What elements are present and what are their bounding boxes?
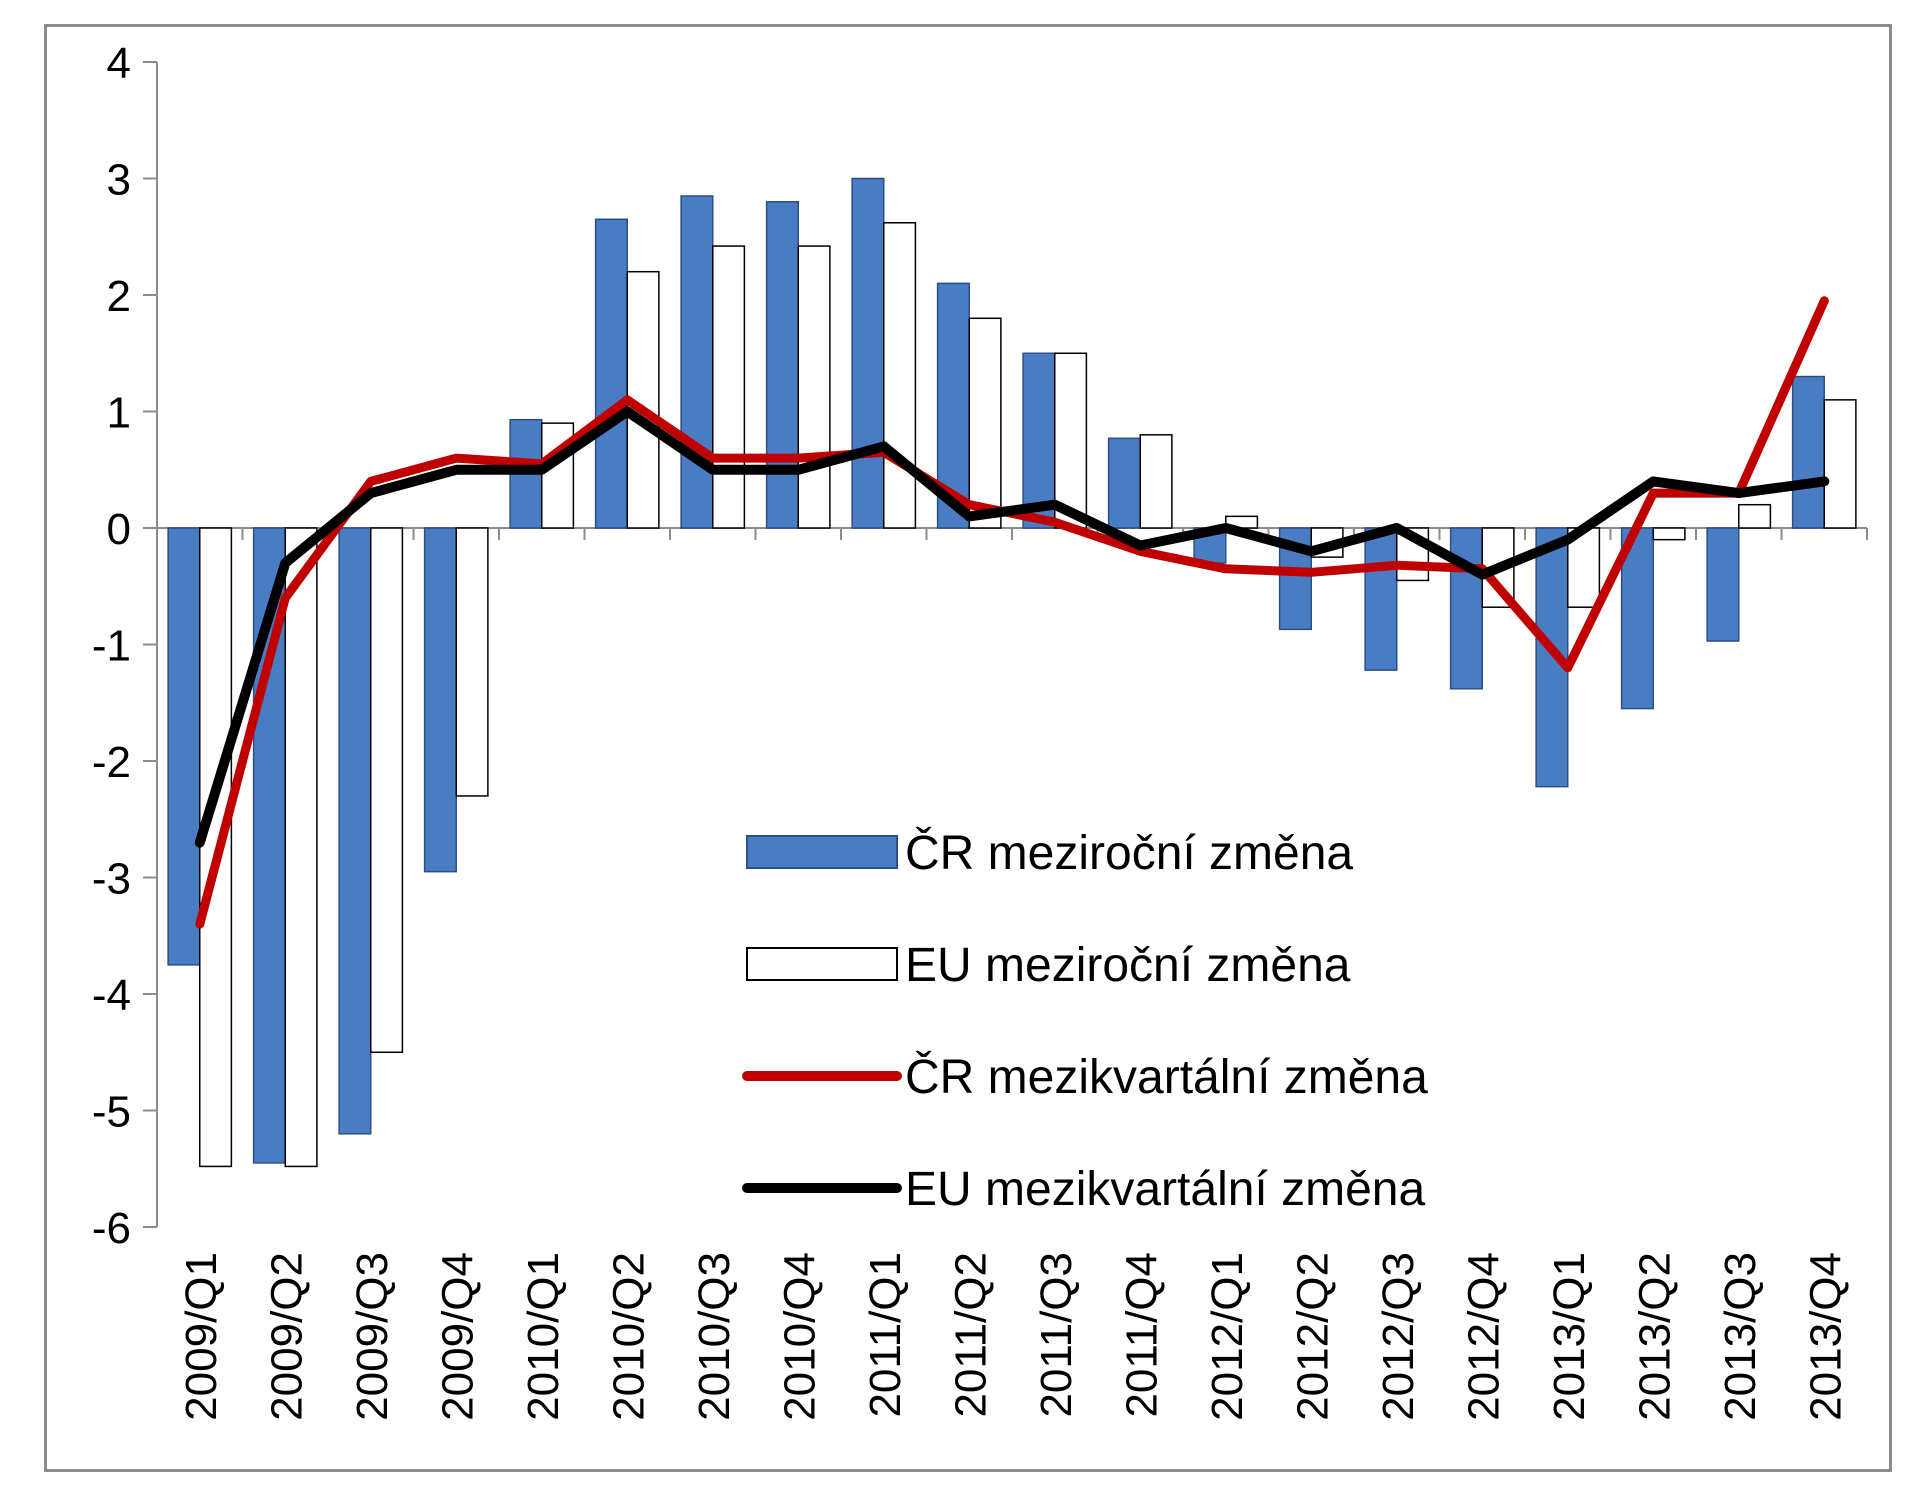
x-tick-label: 2013/Q2 xyxy=(1630,1252,1679,1421)
bar-eu-yoy xyxy=(712,245,746,529)
bar-eu-yoy xyxy=(284,527,318,1168)
bar-cr-yoy xyxy=(680,195,714,529)
bar-cr-yoy xyxy=(1706,527,1740,642)
bar-cr-yoy xyxy=(1107,437,1141,529)
y-tick-label: -3 xyxy=(92,855,131,904)
bar-cr-yoy xyxy=(167,527,201,966)
bar-eu-yoy xyxy=(1823,399,1857,529)
bar-cr-yoy xyxy=(765,201,799,529)
x-tick-label: 2010/Q3 xyxy=(690,1252,739,1421)
x-tick-label: 2011/Q2 xyxy=(946,1252,995,1418)
bar-cr-yoy xyxy=(338,527,372,1135)
y-tick-label: 0 xyxy=(107,505,131,554)
legend-label: ČR mezikvartální změna xyxy=(905,1050,1428,1104)
bar-cr-yoy xyxy=(1620,527,1654,710)
x-tick-label: 2012/Q1 xyxy=(1203,1252,1252,1421)
legend: ČR meziroční změna EU meziroční změna ČR m… xyxy=(742,826,1428,1216)
legend-label: EU mezikvartální změna xyxy=(905,1163,1425,1216)
x-tick-label: 2012/Q2 xyxy=(1288,1252,1337,1421)
x-tick-label: 2009/Q1 xyxy=(177,1252,226,1421)
y-tick-label: -1 xyxy=(92,622,131,671)
bar-cr-yoy xyxy=(1449,527,1483,690)
y-tick-label: -5 xyxy=(92,1088,131,1137)
x-tick-label: 2010/Q1 xyxy=(519,1252,568,1421)
bar-cr-yoy xyxy=(1791,375,1825,529)
legend-swatch xyxy=(746,947,898,981)
bar-eu-yoy xyxy=(1652,527,1686,541)
line-eu-qoq xyxy=(194,406,1830,848)
bar-eu-yoy xyxy=(455,527,489,797)
chart-canvas: 4 3 2 1 0 -1 -2 -3 -4 -5 -6 2009/Q1 2009/Q2 2009/Q3 20… xyxy=(92,39,1868,1421)
chart-frame: 4 3 2 1 0 -1 -2 -3 -4 -5 -6 2009/Q1 2009/Q2 2009/Q3 20… xyxy=(44,24,1892,1472)
bar-eu-yoy xyxy=(968,317,1002,529)
x-tick-label: 2013/Q3 xyxy=(1716,1252,1765,1421)
y-tick-label: 1 xyxy=(107,389,131,438)
bar-cr-yoy xyxy=(423,527,457,873)
x-tick-label: 2010/Q2 xyxy=(604,1252,653,1421)
bar-cr-yoy xyxy=(594,218,628,529)
x-tick-label: 2011/Q4 xyxy=(1117,1252,1166,1418)
x-tick-label: 2009/Q2 xyxy=(262,1252,311,1421)
bar-eu-yoy xyxy=(1054,352,1088,529)
bar-cr-yoy xyxy=(1364,527,1398,671)
bar-eu-yoy xyxy=(797,245,831,529)
y-tick-label: 3 xyxy=(107,156,131,205)
y-tick-label: 4 xyxy=(107,39,131,88)
bars xyxy=(167,177,1857,1168)
x-tick-label: 2013/Q1 xyxy=(1545,1252,1594,1421)
x-tick-label: 2010/Q4 xyxy=(775,1252,824,1421)
y-tick-label: -2 xyxy=(92,738,131,787)
y-tick-label: -4 xyxy=(92,971,131,1020)
x-tick-label: 2011/Q1 xyxy=(861,1252,910,1418)
legend-swatch xyxy=(746,835,898,869)
x-tick-label: 2012/Q3 xyxy=(1374,1252,1423,1421)
legend-label: ČR meziroční změna xyxy=(905,826,1353,880)
bar-eu-yoy xyxy=(370,527,404,1053)
bar-eu-yoy xyxy=(883,222,917,529)
x-tick-label: 2009/Q3 xyxy=(348,1252,397,1421)
legend-label: EU meziroční změna xyxy=(905,939,1351,992)
bar-eu-yoy xyxy=(1738,503,1772,529)
x-tick-label: 2013/Q4 xyxy=(1801,1252,1850,1421)
y-tick-label: 2 xyxy=(107,272,131,321)
y-tick-label: -6 xyxy=(92,1204,131,1253)
lines xyxy=(194,296,1830,929)
bar-eu-yoy xyxy=(1139,434,1173,529)
bar-cr-yoy xyxy=(1535,527,1569,788)
axes: 4 3 2 1 0 -1 -2 -3 -4 -5 -6 2009/Q1 2009/Q2 2009/Q3 20… xyxy=(92,39,1868,1421)
x-tick-label: 2011/Q3 xyxy=(1032,1252,1081,1418)
x-tick-label: 2012/Q4 xyxy=(1459,1252,1508,1421)
bar-cr-yoy xyxy=(851,177,885,529)
x-tick-label: 2009/Q4 xyxy=(433,1252,482,1421)
